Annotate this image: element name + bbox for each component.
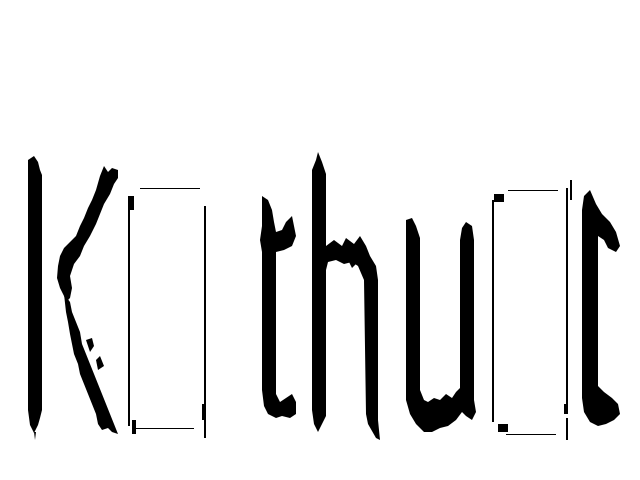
- faint-glyph-outline-2: [492, 180, 572, 440]
- glyph-t: [260, 196, 296, 418]
- faint-glyph-outline-1: [128, 188, 206, 438]
- glyph-text-u: u: [410, 150, 411, 440]
- glyph-h: [312, 152, 380, 440]
- glyph-text-t: t: [264, 150, 265, 440]
- glyph-k: [28, 156, 118, 440]
- visible-text-summary: K thu c: [0, 0, 1, 1]
- glyph-text-h: h: [316, 150, 317, 440]
- glyph-u: [406, 218, 476, 432]
- glyph-text-c: c: [586, 150, 587, 440]
- glyph-text-k: K: [30, 150, 31, 440]
- glyph-c: [582, 190, 620, 426]
